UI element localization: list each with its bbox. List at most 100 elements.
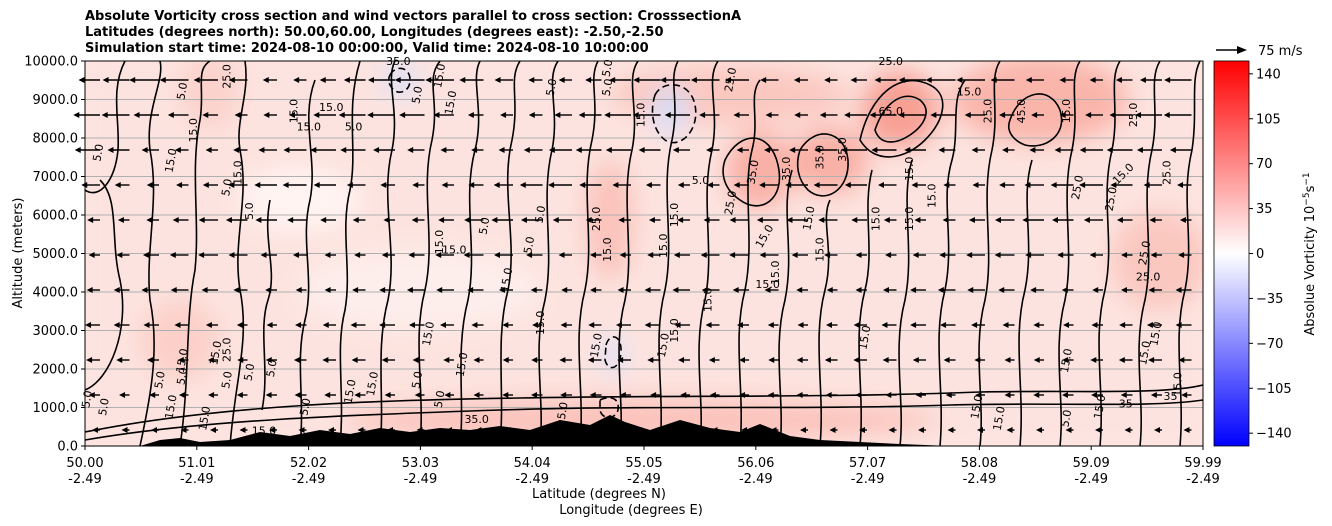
wind-vector xyxy=(796,357,808,363)
wind-vector xyxy=(994,252,1015,258)
wind-vector xyxy=(844,112,867,118)
wind-vector xyxy=(990,77,1015,83)
chart-title-line-3: Simulation start time: 2024-08-10 00:00:… xyxy=(85,41,649,56)
contour-label: 35 xyxy=(1119,398,1133,411)
wind-vector xyxy=(940,322,956,328)
wind-vector xyxy=(1139,77,1162,83)
wind-vector xyxy=(1164,77,1192,83)
wind-vector xyxy=(878,182,897,188)
wind-vector xyxy=(205,322,218,328)
colorbar-tick-label: 140 xyxy=(1256,67,1281,82)
wind-vector xyxy=(729,252,749,258)
x-tick-label-lon: -2.49 xyxy=(404,472,438,487)
contour-label: 15.0 xyxy=(601,237,614,262)
wind-vector xyxy=(293,357,307,363)
wind-vector xyxy=(1091,392,1103,398)
wind-vector xyxy=(1090,357,1103,363)
wind-vector xyxy=(819,112,838,118)
wind-vector xyxy=(436,287,454,293)
wind-vector xyxy=(468,182,484,188)
wind-vector xyxy=(438,217,454,223)
wind-vector xyxy=(739,392,749,398)
wind-vector xyxy=(233,147,248,153)
wind-vector xyxy=(1119,322,1133,328)
wind-vector xyxy=(825,392,838,398)
wind-vector xyxy=(1036,427,1044,433)
wind-vector xyxy=(1062,357,1074,363)
x-tick-label-lon: -2.49 xyxy=(627,472,661,487)
wind-vector xyxy=(881,322,897,328)
wind-vector xyxy=(824,77,838,83)
wind-vector xyxy=(1120,287,1133,293)
wind-vector xyxy=(116,357,130,363)
wind-vector xyxy=(1002,322,1015,328)
wind-vector xyxy=(1149,217,1162,223)
wind-vector xyxy=(283,147,307,153)
contour-label: 15.0 xyxy=(288,99,301,124)
wind-vector xyxy=(977,427,985,433)
x-axis-label: Latitude (degrees N) xyxy=(532,487,666,502)
wind-vector xyxy=(116,252,130,258)
wind-vector xyxy=(925,77,956,83)
y-tick-label: 5000.0 xyxy=(33,247,79,262)
wind-vector xyxy=(910,287,926,293)
wind-vector xyxy=(425,77,454,83)
contour-label: 5.0 xyxy=(219,370,235,389)
wind-vector xyxy=(1006,427,1015,433)
colorbar-tick-label: −140 xyxy=(1256,427,1292,442)
wind-vector xyxy=(558,77,572,83)
wind-vector xyxy=(703,217,720,223)
wind-vector xyxy=(793,77,808,83)
contour-label: 5.0 xyxy=(243,202,256,220)
wind-vector xyxy=(502,357,513,363)
wind-vector xyxy=(78,77,100,83)
wind-vector xyxy=(255,217,277,223)
contour-label: 15.0 xyxy=(800,205,817,231)
wind-vector xyxy=(1079,182,1103,188)
wind-vector xyxy=(971,147,985,153)
contour-label: 5.0 xyxy=(555,401,571,420)
wind-vector xyxy=(88,392,100,398)
wind-vector xyxy=(736,147,749,153)
x-tick-label-lon: -2.49 xyxy=(515,472,549,487)
wind-vector xyxy=(708,357,720,363)
contour-label: 5.0 xyxy=(532,205,548,224)
wind-vector xyxy=(818,217,838,223)
wind-vector xyxy=(520,217,543,223)
contour-label: 25.0 xyxy=(1136,270,1161,283)
wind-vector xyxy=(381,357,395,363)
wind-vector xyxy=(786,217,808,223)
wind-vector xyxy=(912,357,926,363)
wind-vector xyxy=(759,252,779,258)
wind-vector xyxy=(966,252,985,258)
wind-vector xyxy=(500,112,513,118)
wind-vector xyxy=(310,147,336,153)
contour-label: 25.0 xyxy=(590,207,603,232)
wind-vector xyxy=(764,287,779,293)
wind-vector xyxy=(121,427,130,433)
wind-vector xyxy=(531,357,543,363)
wind-vector xyxy=(298,427,307,433)
wind-vector xyxy=(254,182,277,188)
contour-label: 15.0 xyxy=(588,332,605,358)
contour-label: 15.0 xyxy=(957,86,982,99)
contour-label: 15.0 xyxy=(232,160,245,185)
contour-label: 5.0 xyxy=(152,370,168,389)
wind-vector xyxy=(129,77,159,83)
wind-vector xyxy=(292,252,307,258)
wind-vector xyxy=(709,392,720,398)
wind-vector xyxy=(343,77,366,83)
wind-vector xyxy=(324,392,336,398)
contour-label: 25.0 xyxy=(981,99,994,124)
contour-label: 5.0 xyxy=(90,143,106,162)
y-tick-label: 3000.0 xyxy=(33,324,79,339)
wind-vector xyxy=(1083,217,1103,223)
wind-vector xyxy=(493,182,513,188)
y-tick-label: 0.0 xyxy=(57,440,78,455)
wind-vector xyxy=(528,77,543,83)
wind-vector xyxy=(618,217,631,223)
wind-vector xyxy=(617,357,631,363)
wind-vector xyxy=(859,427,867,433)
wind-vector xyxy=(1033,357,1044,363)
contour-label: 15.0 xyxy=(968,394,985,420)
